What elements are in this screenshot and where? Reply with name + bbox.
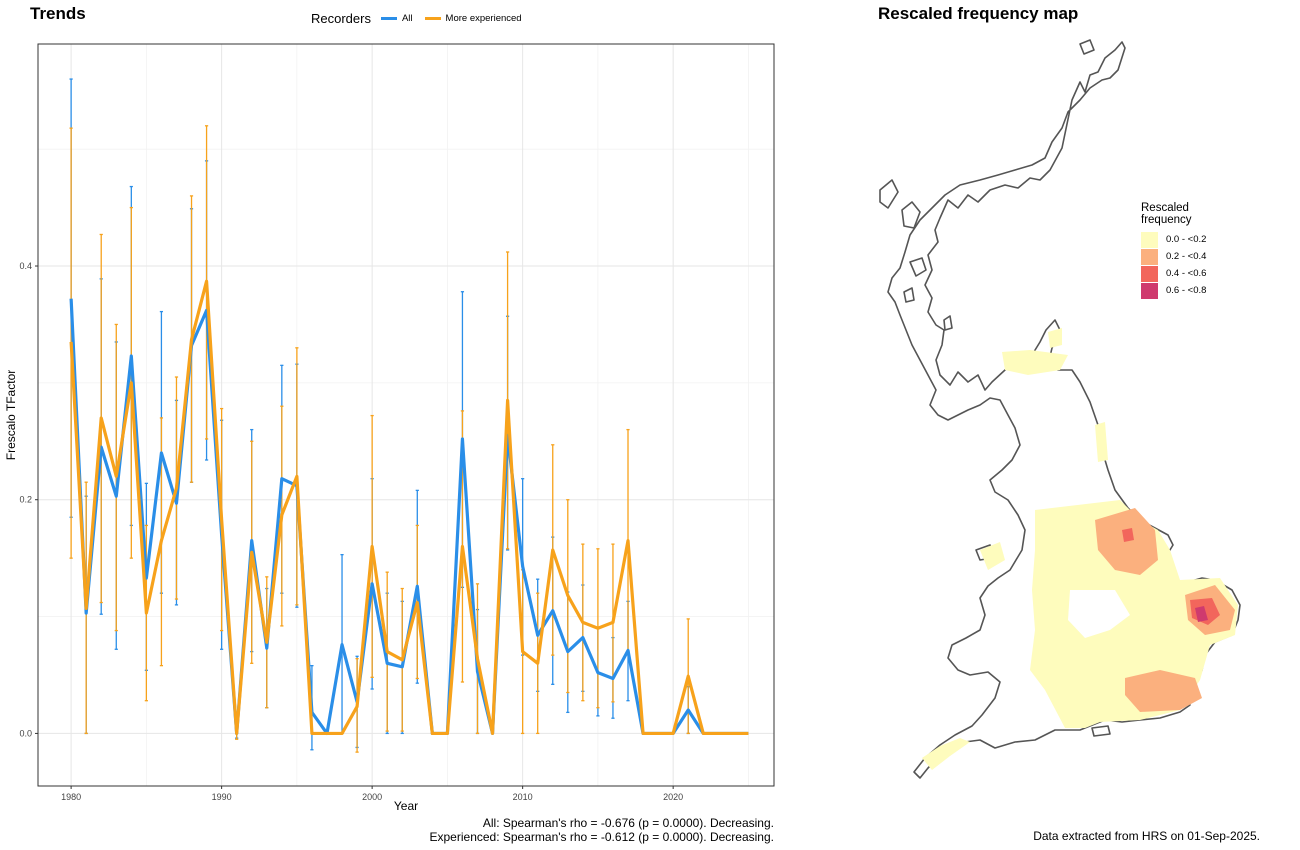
series-lines	[69, 279, 749, 736]
y-axis-label: Frescalo TFactor	[4, 370, 18, 460]
map-legend-row: 0.0 - <0.2	[1141, 231, 1206, 248]
island-orkney	[1079, 39, 1095, 55]
y-tick-label: 0.0	[19, 728, 32, 738]
x-tick-label: 1990	[212, 792, 232, 802]
plot-frame	[37, 43, 775, 787]
map-legend-swatch	[1141, 231, 1158, 248]
map-legend-swatch	[1141, 265, 1158, 282]
caption-experienced-spearman: Experienced: Spearman's rho = -0.612 (p …	[429, 830, 775, 844]
series-line-all	[69, 298, 749, 736]
map-legend-row: 0.6 - <0.8	[1141, 282, 1206, 299]
patch-england-low	[1030, 500, 1238, 728]
y-tick-label: 0.2	[19, 495, 32, 505]
x-tick-label: 1980	[61, 792, 81, 802]
map-legend-label: 0.4 - <0.6	[1166, 268, 1207, 279]
series-line-experienced	[69, 279, 749, 736]
legend-swatch-experienced	[424, 17, 441, 20]
x-axis-label: Year	[394, 799, 418, 813]
x-tick-label: 2020	[663, 792, 683, 802]
caption-all-spearman: All: Spearman's rho = -0.676 (p = 0.0000…	[482, 816, 774, 830]
legend-label-experienced: More experienced	[445, 13, 522, 24]
frequency-map	[879, 39, 1241, 779]
legend-title: Recorders	[311, 11, 371, 26]
map-legend: Rescaled frequency 0.0 - <0.2 0.2 - <0.4…	[1141, 202, 1206, 299]
map-legend-label: 0.2 - <0.4	[1166, 251, 1207, 262]
map-legend-title-line2: frequency	[1141, 214, 1192, 226]
legend-swatch-all	[380, 17, 397, 20]
map-legend-title-line1: Rescaled	[1141, 202, 1189, 214]
map-legend-swatch	[1141, 282, 1158, 299]
map-legend-label: 0.6 - <0.8	[1166, 285, 1207, 296]
island-lewis	[879, 179, 899, 209]
y-tick-label: 0.4	[19, 261, 32, 271]
x-tick-label: 2000	[362, 792, 382, 802]
map-legend-row: 0.4 - <0.6	[1141, 265, 1206, 282]
map-legend-row: 0.2 - <0.4	[1141, 248, 1206, 265]
island-islay	[903, 287, 915, 303]
trends-title: Trends	[30, 4, 86, 23]
x-tick-label: 2010	[513, 792, 533, 802]
patch-norfolk-high	[1195, 606, 1208, 622]
chart-axes: 0.0 0.2 0.4 1980 1990 2000 2010 2020	[19, 261, 683, 802]
patch-yorks	[1095, 422, 1108, 462]
island-wight	[1091, 725, 1111, 737]
map-title: Rescaled frequency map	[878, 4, 1079, 23]
map-caption: Data extracted from HRS on 01-Sep-2025.	[1033, 829, 1260, 843]
map-legend-title: Rescaled frequency	[1141, 202, 1206, 226]
patch-london	[1125, 670, 1202, 712]
map-legend-label: 0.0 - <0.2	[1166, 234, 1207, 245]
patch-scotland-south	[1002, 350, 1068, 375]
error-bars	[69, 78, 690, 753]
patch-forth	[1048, 328, 1062, 348]
patch-gap	[1068, 590, 1130, 638]
trends-chart: 0.0 0.2 0.4 1980 1990 2000 2010 2020 Year Fresc…	[4, 43, 775, 813]
island-skye	[901, 201, 921, 229]
chart-grid	[38, 44, 774, 786]
island-arran	[943, 315, 953, 331]
island-mull	[909, 257, 927, 277]
chart-legend: Recorders All More experienced	[311, 11, 522, 26]
patch-lincs-mid	[1122, 528, 1134, 542]
patch-wales-north	[980, 542, 1005, 570]
patch-cornwall	[922, 738, 970, 770]
legend-label-all: All	[401, 13, 413, 24]
frequency-patches	[922, 328, 1238, 770]
map-legend-swatch	[1141, 248, 1158, 265]
